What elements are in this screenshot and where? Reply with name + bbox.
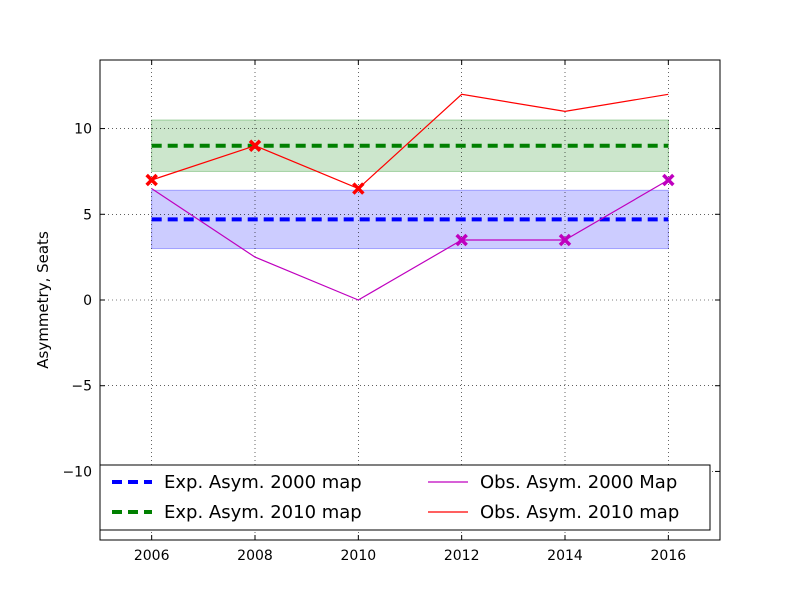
y-axis-label: Asymmetry, Seats: [34, 231, 52, 369]
ticks-layer: 2006 2008 2010 2012 2014 2016 −10 −5 0 5 10: [62, 60, 720, 564]
legend: Exp. Asym. 2000 map Exp. Asym. 2010 map Ob…: [99, 464, 711, 531]
series-line-obs-asym-2010-map: [151, 93, 669, 190]
marker-obs-asym-2000-map-2012: [455, 233, 468, 247]
markers-layer: [145, 139, 675, 247]
series-layer: [151, 93, 669, 301]
x-tick-label: 2016: [651, 548, 687, 564]
x-tick-label: 2008: [237, 548, 273, 564]
marker-obs-asym-2010-map-2008: [248, 139, 262, 152]
marker-obs-asym-2000-map-2016: [662, 173, 675, 187]
y-tick-label: 5: [83, 207, 92, 223]
marker-obs-asym-2000-map-2014: [558, 233, 572, 247]
x-tick-label: 2010: [341, 548, 377, 564]
legend-box: [99, 464, 711, 531]
y-tick-label: 10: [74, 122, 92, 138]
x-tick-label: 2006: [134, 548, 170, 564]
y-tick-label: −10: [62, 464, 92, 480]
y-tick-label: 0: [83, 293, 92, 309]
marker-obs-asym-2010-map-2010: [352, 182, 365, 195]
legend-label-obs-asym-2010-map: Obs. Asym. 2010 map: [480, 502, 679, 523]
x-tick-label: 2014: [547, 548, 583, 564]
legend-label-obs-asym-2000-map: Obs. Asym. 2000 Map: [480, 472, 677, 493]
legend-label-exp-asym-2000-map: Exp. Asym. 2000 map: [164, 472, 362, 493]
y-tick-label: −5: [71, 379, 92, 395]
series-line-obs-asym-2000-map: [151, 179, 669, 301]
marker-obs-asym-2010-map-2006: [145, 173, 158, 187]
x-tick-label: 2012: [444, 548, 480, 564]
legend-label-exp-asym-2010-map: Exp. Asym. 2010 map: [164, 502, 362, 523]
